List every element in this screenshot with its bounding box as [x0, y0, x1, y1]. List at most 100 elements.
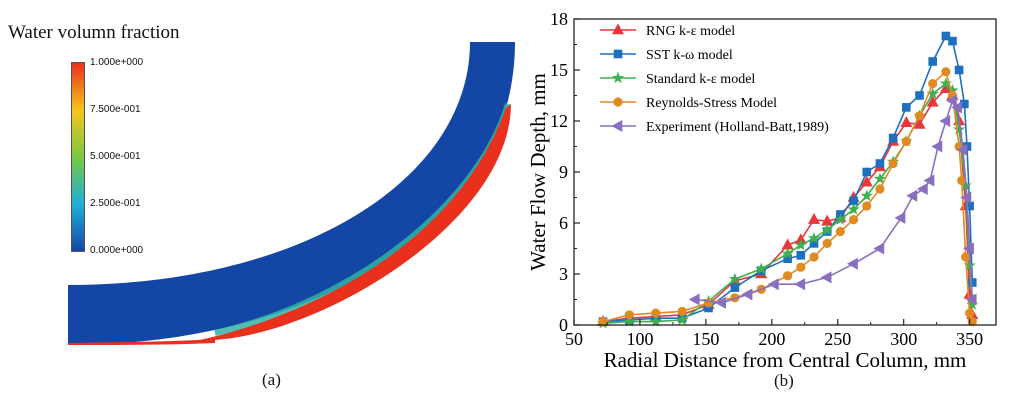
data-point [928, 57, 938, 66]
data-point [954, 65, 964, 75]
data-point [873, 242, 885, 255]
data-point [901, 136, 911, 146]
x-tick-label: 200 [758, 329, 785, 349]
data-point [677, 306, 687, 317]
legend-marker [611, 71, 625, 84]
x-tick-label: 350 [956, 329, 983, 349]
y-tick-label: 9 [559, 162, 568, 182]
data-point [807, 231, 821, 244]
data-point [888, 158, 898, 169]
data-point [808, 212, 821, 224]
data-point [945, 94, 957, 107]
data-point [931, 140, 943, 153]
legend-entry: Experiment (Holland-Batt,1989) [600, 119, 829, 135]
legend-marker [613, 97, 623, 107]
line-chart: 50 100 150 200 250 300 350 0 3 6 9 12 15 18 RNG k-ε m… [526, 9, 997, 372]
y-tick-label: 18 [550, 9, 568, 29]
data-point [794, 238, 807, 251]
data-point [941, 67, 951, 77]
legend-marker [613, 49, 623, 59]
legend-label: Experiment (Holland-Batt,1989) [646, 120, 829, 135]
legend-marker [611, 23, 625, 35]
data-point [860, 189, 873, 201]
y-tick-label: 0 [559, 315, 568, 335]
x-tick-label: 250 [824, 329, 851, 349]
data-point [755, 262, 768, 275]
data-point [676, 313, 689, 326]
legend-label: Standard k-ε model [646, 72, 755, 87]
data-point [623, 315, 636, 327]
data-point [916, 182, 928, 196]
data-point [688, 293, 700, 306]
series-4 [688, 94, 977, 309]
data-point [767, 278, 779, 291]
data-point [939, 114, 951, 128]
data-point [951, 101, 963, 114]
water-layer [200, 104, 511, 341]
colorbar-label-max: 1.000e+000 [90, 57, 144, 68]
colorbar-label-025: 2.500e-001 [90, 198, 141, 209]
data-point [862, 201, 872, 211]
series-3 [598, 67, 977, 327]
data-point [703, 298, 714, 308]
legend: RNG k-ε model SST k-ω model Standard k-ε m… [600, 23, 829, 135]
data-point [649, 315, 662, 327]
data-point [873, 172, 887, 184]
plot-area [596, 31, 979, 329]
legend-label: SST k-ω model [646, 48, 733, 63]
data-point [961, 252, 971, 262]
data-point [624, 310, 634, 320]
contour-plot [68, 42, 515, 345]
panel-b: 50 100 150 200 250 300 350 0 3 6 9 12 15 18 RNG k-ε m… [526, 0, 1025, 395]
data-point [809, 252, 819, 262]
data-point [913, 117, 926, 129]
data-point [928, 78, 938, 89]
x-axis-label: Radial Distance from Central Column, mm [604, 348, 967, 372]
data-point [781, 247, 794, 259]
data-point [875, 159, 885, 168]
legend-label: Reynolds-Stress Model [646, 96, 777, 111]
data-point [963, 242, 974, 255]
data-point [941, 31, 951, 41]
colorbar-label-min: 0.000e+000 [90, 245, 144, 256]
data-point [906, 189, 918, 202]
legend-entry: SST k-ω model [600, 48, 733, 63]
x-tick-label: 150 [692, 329, 719, 349]
data-point [834, 213, 847, 225]
data-point [902, 103, 911, 112]
data-point [965, 293, 977, 306]
x-tick-label: 50 [565, 329, 583, 349]
data-point [888, 133, 898, 143]
legend-entry: Standard k-ε model [600, 71, 755, 87]
data-point [846, 257, 858, 270]
data-point [939, 77, 952, 89]
panel-a: Water volumn fraction 1.000e+000 7.500e-… [8, 22, 515, 389]
legend-marker [611, 119, 623, 133]
x-tick-label: 300 [890, 329, 917, 349]
data-point [862, 167, 872, 177]
series-line [602, 34, 974, 323]
data-point [875, 184, 885, 194]
channel-body [68, 42, 515, 345]
data-point [730, 283, 740, 292]
data-point [900, 116, 913, 127]
data-point [598, 317, 608, 327]
data-point [894, 211, 906, 224]
data-point [915, 91, 924, 100]
y-tick-label: 6 [559, 213, 568, 233]
data-point [960, 191, 972, 204]
colorbar-label-050: 5.000e-001 [90, 151, 141, 162]
legend-label: RNG k-ε model [646, 24, 735, 39]
data-point [835, 226, 845, 237]
x-tick-label: 100 [626, 329, 653, 349]
y-tick-label: 12 [550, 111, 568, 131]
data-point [796, 262, 806, 272]
data-point [860, 175, 873, 187]
data-point [914, 111, 925, 121]
data-point [794, 278, 806, 291]
data-point [741, 288, 753, 301]
colorbar [71, 62, 85, 252]
data-point [651, 308, 661, 318]
data-point [953, 123, 966, 135]
data-point [965, 308, 975, 318]
